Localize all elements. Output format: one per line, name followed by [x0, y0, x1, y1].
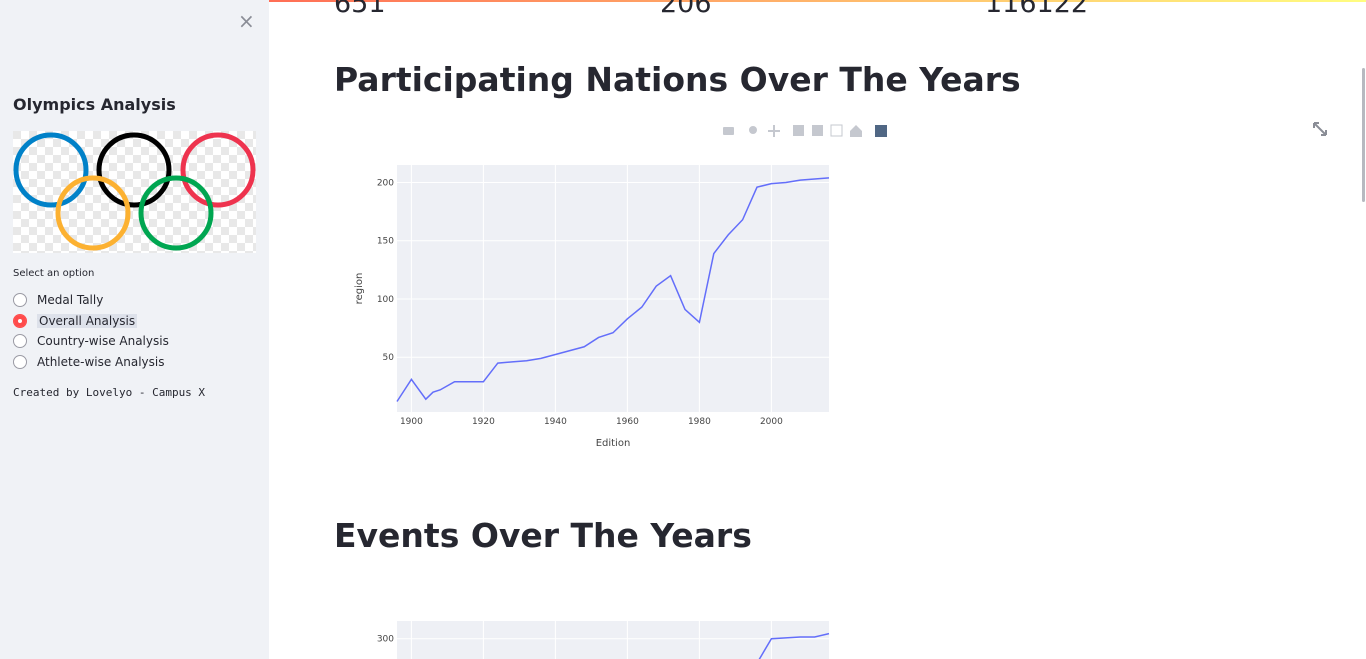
x-tick-label: 1920: [472, 417, 495, 427]
x-tick-label: 1900: [400, 417, 423, 427]
radio-label: Select an option: [13, 268, 95, 279]
close-button[interactable]: ×: [238, 9, 255, 33]
plot-area: [397, 165, 829, 412]
x-tick-label: 1980: [688, 417, 711, 427]
fullscreen-button[interactable]: [1313, 122, 1327, 136]
radio-text: Overall Analysis: [37, 314, 138, 328]
stat-value: 651: [334, 0, 386, 19]
radio-button[interactable]: [13, 355, 27, 369]
section-heading: Events Over The Years: [334, 516, 752, 555]
plot-area: [397, 621, 829, 659]
x-tick-label: 1960: [616, 417, 639, 427]
radio-option[interactable]: Athlete-wise Analysis: [13, 353, 164, 371]
chart: 50 100 150 200 1900 1920 1940 1960 1980 2000 Editi…: [354, 165, 830, 449]
section-heading: Participating Nations Over The Years: [334, 60, 1021, 99]
top-decoration: [0, 0, 1366, 2]
radio-option[interactable]: Country-wise Analysis: [13, 332, 169, 350]
data-line: [758, 632, 830, 659]
radio-text: Medal Tally: [37, 293, 104, 307]
caption: Created by Lovelyo - Campus X: [13, 386, 206, 399]
y-tick-label: 100: [377, 295, 394, 305]
y-tick-label: 150: [377, 237, 394, 247]
radio-button[interactable]: [13, 334, 27, 348]
sidebar-title: Olympics Analysis: [13, 95, 176, 114]
x-tick-label: 1940: [544, 417, 567, 427]
y-tick-label: 200: [377, 178, 394, 188]
y-tick-label: 50: [383, 353, 395, 363]
radio-text: Country-wise Analysis: [37, 334, 169, 348]
x-axis-title: Edition: [596, 438, 631, 449]
chart-toolbar[interactable]: [715, 122, 895, 140]
radio-button[interactable]: [13, 293, 27, 307]
y-axis-title: region: [354, 273, 365, 305]
x-tick-label: 2000: [760, 417, 783, 427]
data-line: [396, 177, 830, 402]
stat-value: 116122: [985, 0, 1089, 19]
olympic-logo: [13, 131, 256, 253]
sidebar: × Olympics Analysis Select an option Med…: [0, 0, 269, 659]
radio-option[interactable]: Overall Analysis: [13, 312, 138, 330]
radio-option[interactable]: Medal Tally: [13, 291, 103, 309]
chart: 5010015020025030019001920194019601980200…: [377, 621, 830, 659]
scrollbar[interactable]: [1362, 68, 1365, 202]
radio-text: Athlete-wise Analysis: [37, 355, 165, 369]
radio-button[interactable]: [13, 314, 27, 328]
stat-value: 206: [660, 0, 712, 19]
y-tick-label: 300: [377, 635, 394, 645]
